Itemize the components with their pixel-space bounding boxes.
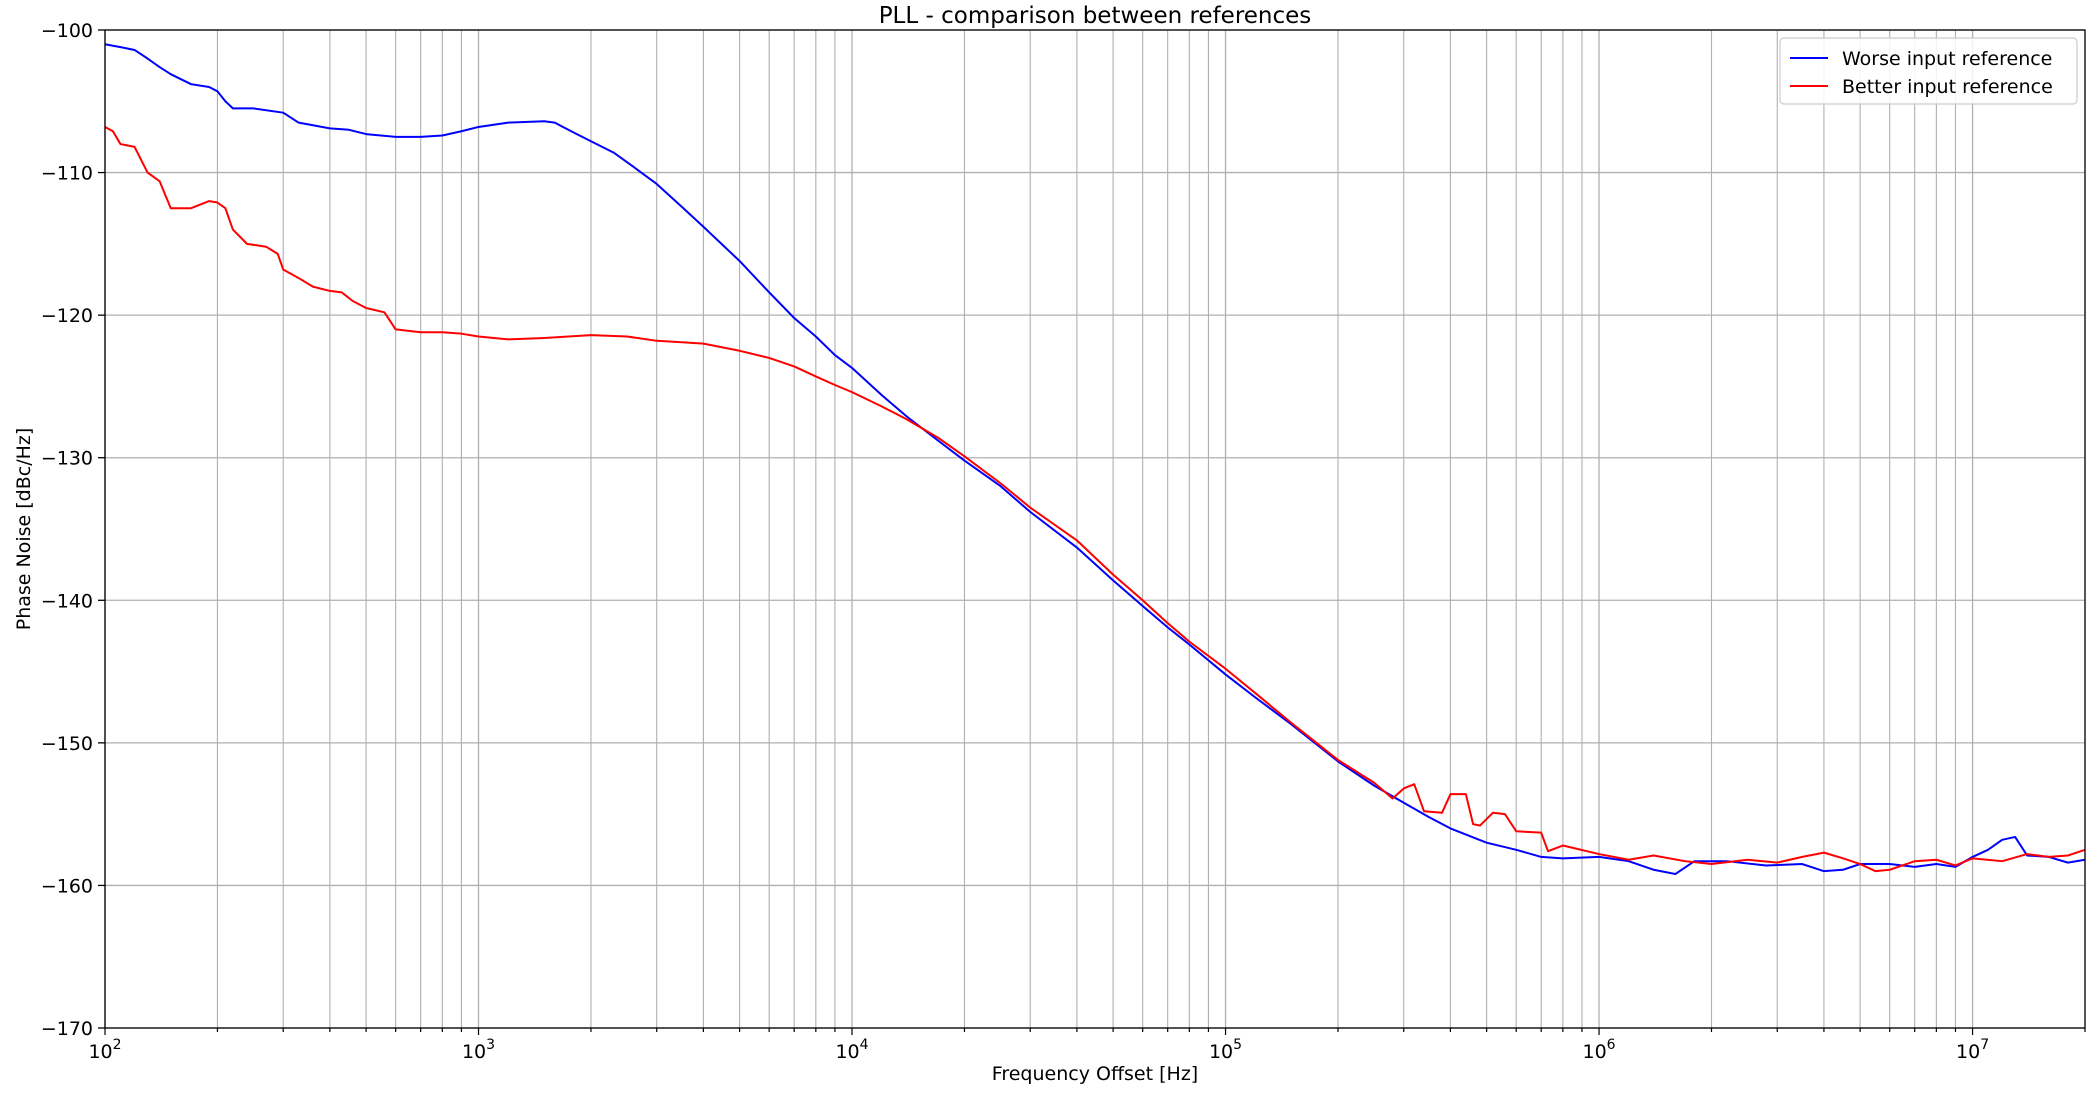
x-tick-label: 102	[88, 1037, 121, 1063]
plot-frame	[104, 29, 2086, 1029]
series-layer	[104, 43, 2086, 876]
x-tick-label: 103	[462, 1037, 495, 1063]
x-tick-label: 104	[835, 1037, 868, 1063]
y-tick-label: −100	[41, 20, 93, 42]
y-tick-label: −110	[41, 163, 93, 185]
x-axis-label: Frequency Offset [Hz]	[992, 1063, 1198, 1085]
y-axis-label: Phase Noise [dBc/Hz]	[13, 428, 35, 631]
x-tick-label: 107	[1956, 1037, 1989, 1063]
x-tick-label: 106	[1582, 1037, 1615, 1063]
chart-title: PLL - comparison between references	[879, 3, 1312, 29]
y-tick-label: −150	[41, 733, 93, 755]
legend: Worse input reference Better input refere…	[1779, 37, 2078, 105]
y-tick-label: −140	[41, 590, 93, 612]
series-line-worse-reference	[104, 43, 2086, 876]
y-tick-label: −120	[41, 305, 93, 327]
x-tick-label: 105	[1209, 1037, 1242, 1063]
legend-label: Better input reference	[1842, 76, 2053, 98]
y-tick-label: −170	[41, 1018, 93, 1040]
legend-label: Worse input reference	[1842, 48, 2052, 70]
legend-box	[1779, 37, 2078, 105]
series-line-better-reference	[104, 126, 2086, 873]
y-tick-label: −160	[41, 875, 93, 897]
y-tick-label: −130	[41, 448, 93, 470]
